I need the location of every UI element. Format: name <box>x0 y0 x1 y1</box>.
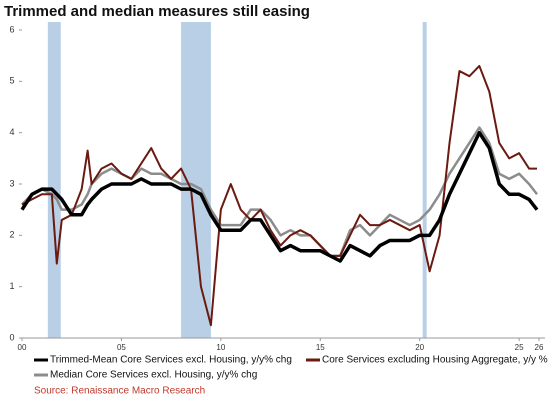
source: Source: Renaissance Macro Research <box>34 386 205 397</box>
series-line <box>20 130 539 263</box>
legend-label: Trimmed-Mean Core Services excl. Housing… <box>50 355 292 366</box>
x-tick-label: 10 <box>216 343 225 352</box>
legend-label: Median Core Services excl. Housing, y/y%… <box>50 370 257 381</box>
y-tick-label: 0 <box>9 332 14 342</box>
recession-band <box>422 22 427 338</box>
legend-label: Core Services excluding Housing Aggregat… <box>322 355 548 366</box>
y-tick-label: 6 <box>9 24 14 34</box>
y-tick-label: 2 <box>9 230 14 240</box>
chart-title: Trimmed and median measures still easing <box>4 3 310 20</box>
x-tick-label: 05 <box>117 343 126 352</box>
x-tick-label: 20 <box>415 343 424 352</box>
y-tick-label: 4 <box>9 127 14 137</box>
y-tick-label: 5 <box>9 76 14 86</box>
x-tick-label: 00 <box>18 343 27 352</box>
x-tick-label: 25 <box>515 343 524 352</box>
y-tick-label: 3 <box>9 178 14 188</box>
recession-band <box>47 22 61 338</box>
x-tick-label: 15 <box>316 343 325 352</box>
series-line <box>21 64 538 327</box>
x-tick-label: 26 <box>535 343 544 352</box>
y-tick-label: 1 <box>9 281 14 291</box>
